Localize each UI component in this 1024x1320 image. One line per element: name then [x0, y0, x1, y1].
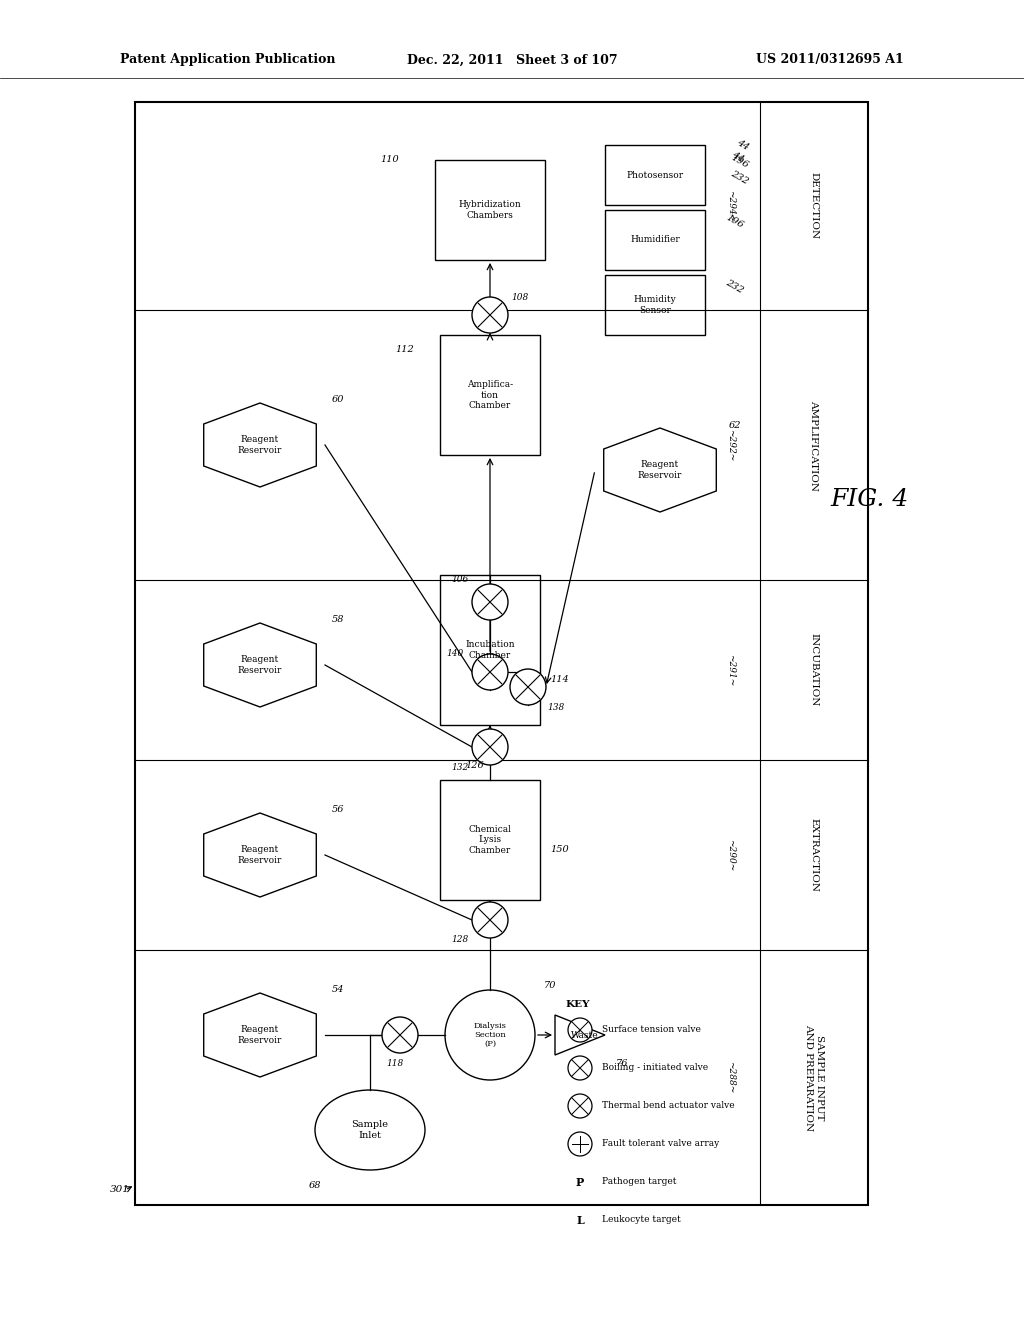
- Text: Patent Application Publication: Patent Application Publication: [120, 54, 336, 66]
- Polygon shape: [604, 428, 717, 512]
- Text: Reagent
Reservoir: Reagent Reservoir: [238, 436, 283, 454]
- Text: Pathogen target: Pathogen target: [602, 1177, 677, 1187]
- Text: 54: 54: [332, 986, 344, 994]
- Text: Boiling - initiated valve: Boiling - initiated valve: [602, 1064, 709, 1072]
- Text: Reagent
Reservoir: Reagent Reservoir: [638, 461, 682, 479]
- Text: 118: 118: [386, 1059, 403, 1068]
- Text: 138: 138: [548, 702, 564, 711]
- Text: KEY: KEY: [565, 1001, 590, 1008]
- Polygon shape: [555, 1015, 605, 1055]
- Bar: [605, 145, 705, 205]
- Text: Hybridization
Chambers: Hybridization Chambers: [459, 201, 521, 219]
- Text: 114: 114: [551, 676, 569, 685]
- Text: 232: 232: [724, 279, 745, 296]
- Bar: [440, 576, 540, 725]
- Ellipse shape: [315, 1090, 425, 1170]
- Text: 110: 110: [381, 156, 399, 165]
- Text: 68: 68: [309, 1180, 322, 1189]
- Text: AMPLIFICATION: AMPLIFICATION: [810, 400, 818, 491]
- Circle shape: [568, 1018, 592, 1041]
- Circle shape: [568, 1056, 592, 1080]
- Text: L: L: [577, 1214, 584, 1225]
- Text: 112: 112: [395, 346, 415, 355]
- Text: 44: 44: [730, 150, 745, 164]
- Text: Sample
Inlet: Sample Inlet: [351, 1121, 388, 1139]
- Text: Surface tension valve: Surface tension valve: [602, 1026, 700, 1035]
- Text: Photosensor: Photosensor: [627, 170, 684, 180]
- Text: 44: 44: [734, 139, 750, 152]
- Circle shape: [472, 297, 508, 333]
- Bar: [440, 780, 540, 900]
- Text: 232: 232: [729, 169, 750, 186]
- Text: 106: 106: [452, 576, 469, 585]
- Text: Dialysis
Section
(P): Dialysis Section (P): [473, 1022, 507, 1048]
- Text: INCUBATION: INCUBATION: [810, 634, 818, 706]
- Text: 56: 56: [332, 805, 344, 814]
- Text: Chemical
Lysis
Chamber: Chemical Lysis Chamber: [469, 825, 511, 855]
- Text: Leukocyte target: Leukocyte target: [602, 1216, 681, 1225]
- Text: FIG. 4: FIG. 4: [830, 488, 909, 511]
- Text: EXTRACTION: EXTRACTION: [810, 818, 818, 892]
- Text: Dec. 22, 2011 Sheet 3 of 107: Dec. 22, 2011 Sheet 3 of 107: [407, 54, 617, 66]
- Text: ~290~: ~290~: [726, 840, 735, 871]
- Text: Reagent
Reservoir: Reagent Reservoir: [238, 1026, 283, 1044]
- Text: 60: 60: [332, 396, 344, 404]
- Circle shape: [382, 1016, 418, 1053]
- Text: 108: 108: [511, 293, 528, 301]
- Text: Humidity
Sensor: Humidity Sensor: [634, 296, 677, 314]
- Text: P: P: [575, 1176, 584, 1188]
- Text: 128: 128: [452, 936, 469, 945]
- Text: Humidifier: Humidifier: [630, 235, 680, 244]
- Circle shape: [568, 1133, 592, 1156]
- Text: Thermal bend actuator valve: Thermal bend actuator valve: [602, 1101, 734, 1110]
- Text: ~294~: ~294~: [726, 190, 735, 222]
- Text: SAMPLE INPUT
AND PREPARATION: SAMPLE INPUT AND PREPARATION: [804, 1024, 823, 1131]
- Text: 301: 301: [110, 1185, 130, 1195]
- Text: 132: 132: [452, 763, 469, 771]
- Text: US 2011/0312695 A1: US 2011/0312695 A1: [757, 54, 904, 66]
- Text: Waste: Waste: [571, 1031, 599, 1040]
- Circle shape: [510, 669, 546, 705]
- Circle shape: [472, 729, 508, 766]
- Text: DETECTION: DETECTION: [810, 173, 818, 239]
- Polygon shape: [204, 623, 316, 708]
- Text: 70: 70: [544, 981, 556, 990]
- Text: Reagent
Reservoir: Reagent Reservoir: [238, 845, 283, 865]
- Circle shape: [568, 1094, 592, 1118]
- Polygon shape: [204, 993, 316, 1077]
- Text: Fault tolerant valve array: Fault tolerant valve array: [602, 1139, 719, 1148]
- Bar: [440, 335, 540, 455]
- Text: Amplifica-
tion
Chamber: Amplifica- tion Chamber: [467, 380, 513, 411]
- Text: 126: 126: [466, 760, 484, 770]
- Text: Reagent
Reservoir: Reagent Reservoir: [238, 655, 283, 675]
- Polygon shape: [204, 403, 316, 487]
- Text: ~292~: ~292~: [726, 429, 735, 461]
- Text: ~288~: ~288~: [726, 1061, 735, 1094]
- Bar: [435, 160, 545, 260]
- Text: ~291~: ~291~: [726, 653, 735, 686]
- Text: Incubation
Chamber: Incubation Chamber: [465, 640, 515, 660]
- Text: 150: 150: [551, 846, 569, 854]
- Text: 62: 62: [729, 421, 741, 429]
- Bar: [605, 210, 705, 271]
- Circle shape: [472, 583, 508, 620]
- Text: 196: 196: [729, 153, 750, 170]
- Circle shape: [445, 990, 535, 1080]
- Bar: [605, 275, 705, 335]
- Polygon shape: [204, 813, 316, 898]
- Text: 76: 76: [615, 1059, 629, 1068]
- Bar: [135, 102, 868, 1205]
- Text: 58: 58: [332, 615, 344, 624]
- Circle shape: [472, 653, 508, 690]
- Circle shape: [472, 902, 508, 939]
- Text: 140: 140: [446, 649, 464, 659]
- Text: 196: 196: [724, 214, 745, 231]
